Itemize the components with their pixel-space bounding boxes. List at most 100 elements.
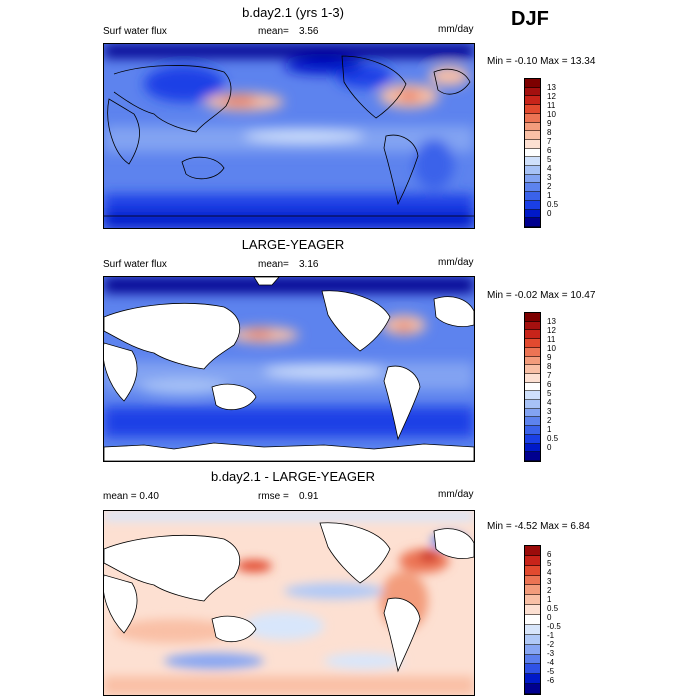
- colorbar-swatch: [525, 122, 540, 132]
- colorbar-swatch: [525, 347, 540, 357]
- panel3-cbar-label-7: 0.5: [547, 604, 559, 613]
- panel3-cbar-label-15: -6: [547, 676, 555, 685]
- colorbar-swatch: [525, 200, 540, 210]
- panel1-cbar-label-11: 3: [547, 173, 552, 182]
- colorbar-swatch: [525, 585, 540, 596]
- panel2-minmax: Min = -0.02 Max = 10.47: [487, 290, 596, 301]
- panel3-map-field: [104, 511, 474, 695]
- colorbar-swatch: [525, 452, 540, 461]
- colorbar-swatch: [525, 313, 540, 322]
- panel3-mean-label: mean = 0.40: [103, 491, 159, 502]
- panel3-cbar-label-4: 3: [547, 577, 552, 586]
- panel1-cbar-label-5: 9: [547, 119, 552, 128]
- panel2-cbar-label-5: 9: [547, 353, 552, 362]
- panel1-cbar-label-6: 8: [547, 128, 552, 137]
- panel1-minmax: Min = -0.10 Max = 13.34: [487, 56, 596, 67]
- colorbar-swatch: [525, 565, 540, 576]
- panel3-cbar-label-2: 5: [547, 559, 552, 568]
- colorbar-swatch: [525, 417, 540, 427]
- colorbar-swatch: [525, 555, 540, 566]
- panel2-variable-label: Surf water flux: [103, 259, 167, 270]
- colorbar-swatch: [525, 356, 540, 366]
- panel1-cbar-label-7: 7: [547, 137, 552, 146]
- panel2-cbar-label-13: 1: [547, 425, 552, 434]
- colorbar-swatch: [525, 166, 540, 175]
- colorbar-swatch: [525, 209, 540, 219]
- colorbar-swatch: [525, 408, 540, 418]
- colorbar-swatch: [525, 174, 540, 184]
- panel1-cbar-label-9: 5: [547, 155, 552, 164]
- panel3-cbar-label-5: 2: [547, 586, 552, 595]
- colorbar-swatch: [525, 434, 540, 444]
- colorbar-swatch: [525, 105, 540, 114]
- colorbar-swatch: [525, 644, 540, 655]
- panel1-cbar-label-2: 12: [547, 92, 556, 101]
- panel2-title: LARGE-YEAGER: [241, 237, 345, 252]
- panel3-units: mm/day: [438, 489, 474, 500]
- colorbar-swatch: [525, 113, 540, 123]
- panel2-cbar-label-9: 5: [547, 389, 552, 398]
- colorbar-swatch: [525, 615, 540, 625]
- panel3-title: b.day2.1 - LARGE-YEAGER: [210, 469, 375, 484]
- colorbar-swatch: [525, 595, 540, 606]
- panel3-cbar-label-13: -4: [547, 658, 555, 667]
- colorbar-swatch: [525, 684, 540, 694]
- panel1-cbar-label-8: 6: [547, 146, 552, 155]
- panel1-cbar-label-15: 0: [547, 209, 552, 218]
- colorbar-swatch: [525, 339, 540, 348]
- colorbar-swatch: [525, 330, 540, 340]
- colorbar-swatch: [525, 443, 540, 453]
- panel1-cbar-label-3: 11: [547, 101, 556, 110]
- colorbar-swatch: [525, 96, 540, 106]
- panel2-cbar-label-6: 8: [547, 362, 552, 371]
- panel3-cbar-label-3: 4: [547, 568, 552, 577]
- colorbar-swatch: [525, 131, 540, 140]
- panel3-cbar-label-8: 0: [547, 613, 552, 622]
- colorbar-swatch: [525, 148, 540, 158]
- colorbar-swatch: [525, 139, 540, 149]
- panel1-cbar-label-10: 4: [547, 164, 552, 173]
- panel3-cbar-label-14: -5: [547, 667, 555, 676]
- panel1-map-field: [104, 44, 474, 228]
- panel3-cbar-label-10: -1: [547, 631, 555, 640]
- panel2-cbar-label-12: 2: [547, 416, 552, 425]
- panel2-units: mm/day: [438, 257, 474, 268]
- panel3-cbar-label-6: 1: [547, 595, 552, 604]
- panel2-cbar-label-7: 7: [547, 371, 552, 380]
- colorbar-swatch: [525, 365, 540, 374]
- panel3-minmax: Min = -4.52 Max = 6.84: [487, 521, 590, 532]
- panel2-cbar-label-11: 3: [547, 407, 552, 416]
- panel2-cbar-label-3: 11: [547, 335, 556, 344]
- panel1-cbar-label-4: 10: [547, 110, 556, 119]
- colorbar-swatch: [525, 546, 540, 556]
- panel2-mean-label: mean=: [258, 259, 289, 270]
- colorbar-swatch: [525, 400, 540, 409]
- panel1-mean-label: mean=: [258, 26, 289, 37]
- colorbar-swatch: [525, 321, 540, 331]
- panel2-cbar-label-1: 13: [547, 317, 556, 326]
- colorbar-swatch: [525, 426, 540, 435]
- colorbar-swatch: [525, 575, 540, 586]
- panel1-mean-value: 3.56: [299, 26, 319, 37]
- colorbar-swatch: [525, 382, 540, 392]
- panel2-map: [103, 276, 475, 462]
- colorbar-swatch: [525, 157, 540, 167]
- panel1-cbar-label-12: 2: [547, 182, 552, 191]
- panel3-cbar-label-12: -3: [547, 649, 555, 658]
- panel2-colorbar: [524, 312, 541, 462]
- colorbar-swatch: [525, 605, 540, 616]
- colorbar-swatch: [525, 373, 540, 383]
- panel1-title: b.day2.1 (yrs 1-3): [242, 5, 344, 20]
- colorbar-swatch: [525, 79, 540, 88]
- colorbar-swatch: [525, 674, 540, 685]
- panel2-mean-value: 3.16: [299, 259, 319, 270]
- panel2-cbar-label-10: 4: [547, 398, 552, 407]
- colorbar-swatch: [525, 218, 540, 227]
- colorbar-swatch: [525, 634, 540, 645]
- panel1-colorbar: [524, 78, 541, 228]
- colorbar-swatch: [525, 87, 540, 97]
- panel1-cbar-label-13: 1: [547, 191, 552, 200]
- panel1-cbar-label-1: 13: [547, 83, 556, 92]
- panel2-cbar-label-14: 0.5: [547, 434, 559, 443]
- panel2-cbar-label-4: 10: [547, 344, 556, 353]
